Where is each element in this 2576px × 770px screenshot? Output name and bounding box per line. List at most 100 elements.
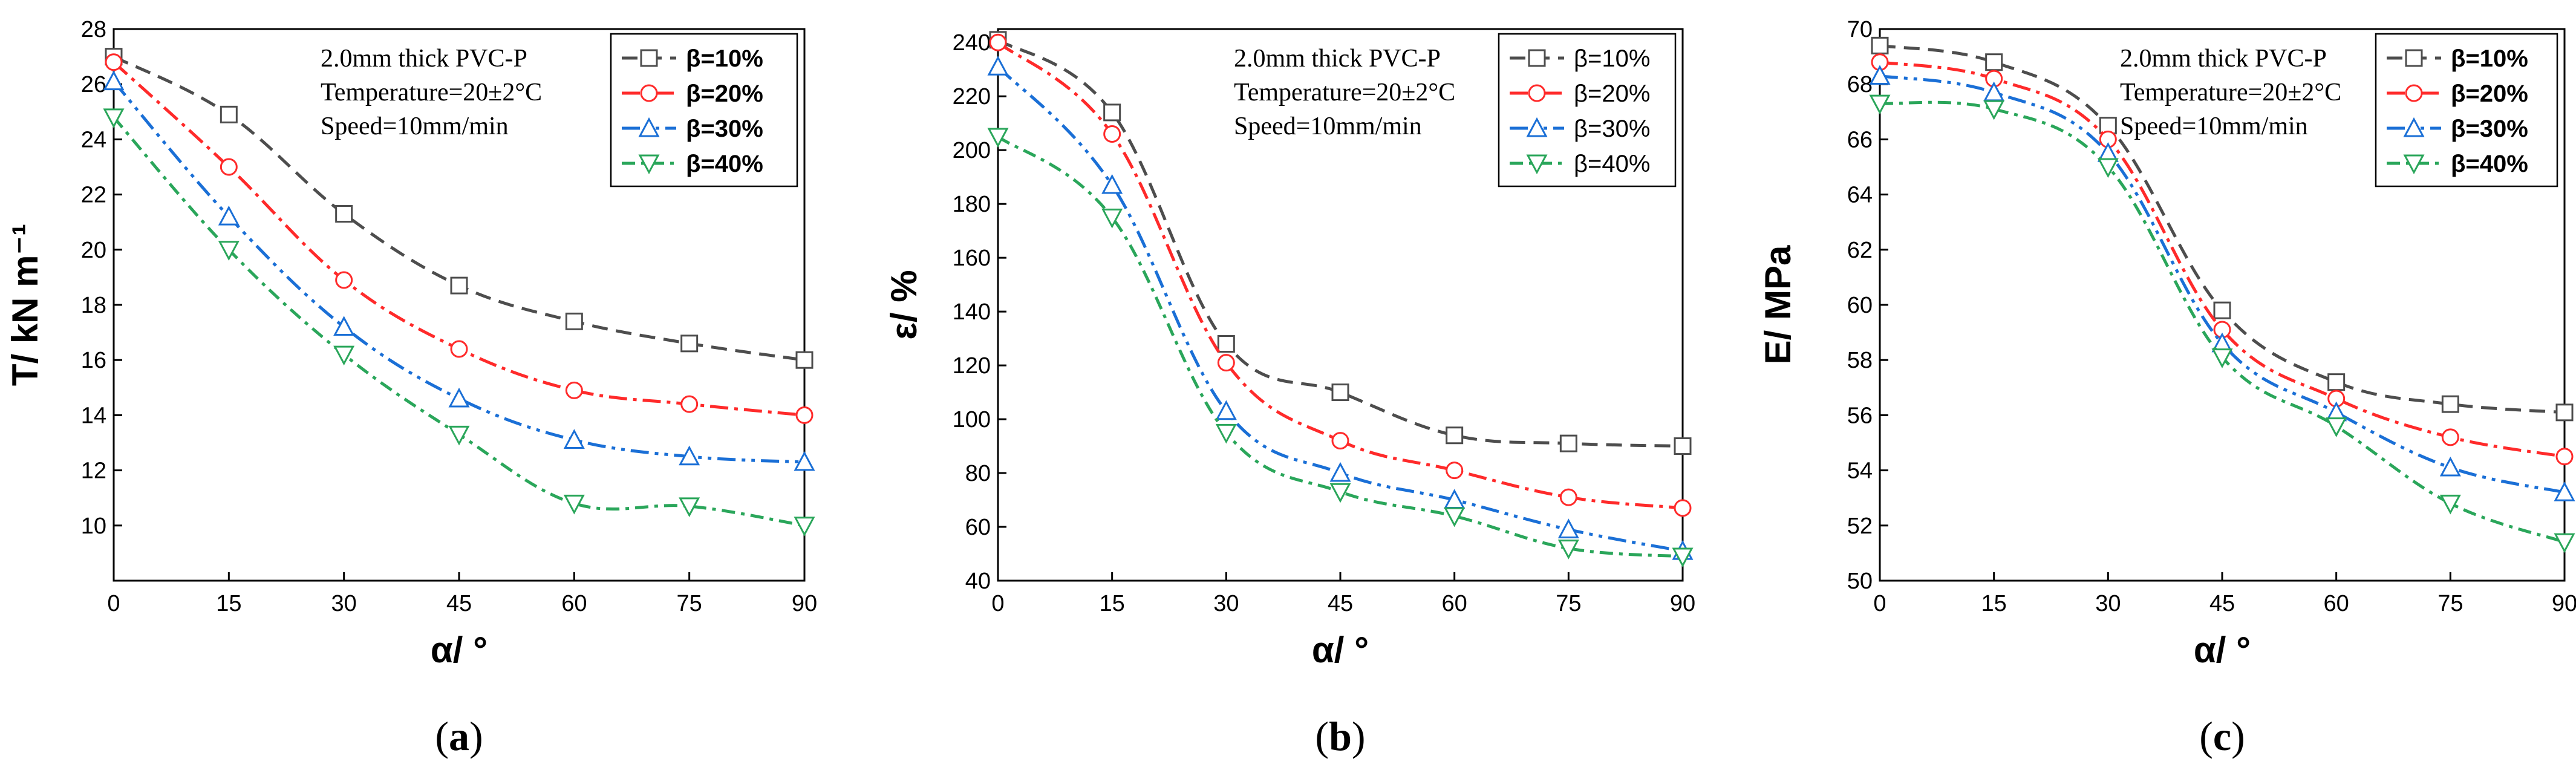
- legend-swatch-marker: [2405, 84, 2423, 102]
- data-point: [2211, 348, 2233, 368]
- annotation-text: Speed=10mm/min: [2120, 113, 2308, 140]
- y-tick-label: 26: [81, 72, 106, 97]
- data-point: [220, 158, 238, 176]
- series-3: [103, 70, 815, 471]
- series-line: [997, 135, 1683, 558]
- panel-label-open: (: [435, 713, 449, 759]
- data-point: [2441, 428, 2459, 446]
- y-tick-label: 24: [81, 127, 106, 152]
- y-tick-label: 140: [953, 299, 991, 325]
- y-tick-label: 70: [1847, 17, 1873, 42]
- legend: β=10% β=20% β=30% β=40%: [610, 33, 798, 188]
- legend-swatch-marker: [1528, 84, 1546, 102]
- x-tick-label: 15: [1100, 591, 1125, 616]
- y-tick-label: 200: [953, 138, 991, 163]
- legend-label: β=10%: [686, 45, 763, 72]
- data-point: [679, 497, 700, 518]
- data-point: [1983, 81, 2005, 102]
- series-1: [105, 48, 814, 369]
- legend-label: β=40%: [686, 151, 763, 177]
- data-point: [218, 205, 240, 226]
- series-4: [1869, 94, 2575, 553]
- data-point: [1331, 432, 1349, 450]
- data-point: [563, 429, 585, 449]
- data-point: [105, 53, 123, 71]
- x-tick-label: 45: [446, 591, 472, 616]
- y-tick-label: 100: [953, 407, 991, 432]
- data-point: [795, 406, 814, 424]
- data-point: [2439, 494, 2461, 515]
- annotation-text: Temperature=20±2°C: [1234, 79, 1455, 106]
- series-4: [987, 128, 1694, 568]
- data-point: [450, 276, 468, 295]
- data-point: [335, 271, 353, 289]
- series-2: [105, 53, 814, 424]
- data-point: [794, 517, 815, 537]
- series-2: [1871, 53, 2574, 466]
- data-point: [1217, 335, 1235, 353]
- panel-label-letter: c: [2213, 713, 2231, 759]
- annotation-text: Temperature=20±2°C: [321, 79, 542, 106]
- x-axis-label: α/ °: [431, 630, 487, 670]
- legend-label: β=20%: [686, 80, 763, 107]
- panel-label: (b): [1315, 713, 1365, 759]
- y-axis-label: ε/ %: [884, 270, 924, 339]
- y-tick-label: 120: [953, 353, 991, 379]
- data-point: [448, 387, 470, 408]
- data-point: [333, 345, 355, 366]
- y-tick-label: 52: [1847, 514, 1873, 539]
- legend-swatch-marker: [2403, 154, 2425, 175]
- data-point: [680, 395, 699, 413]
- y-tick-label: 60: [1847, 293, 1873, 318]
- data-point: [2326, 417, 2347, 437]
- data-point: [2554, 481, 2575, 501]
- panel-label-open: (: [1315, 713, 1329, 759]
- data-point: [1557, 518, 1579, 538]
- annotation-text: 2.0mm thick PVC-P: [2120, 45, 2327, 73]
- y-tick-label: 160: [953, 246, 991, 271]
- x-tick-label: 60: [2324, 591, 2349, 616]
- x-tick-label: 30: [2095, 591, 2121, 616]
- legend: β=10% β=20% β=30% β=40%: [2375, 33, 2558, 188]
- data-point: [2555, 403, 2574, 422]
- y-tick-label: 40: [965, 569, 991, 594]
- legend: β=10% β=20% β=30% β=40%: [1498, 33, 1677, 188]
- data-point: [989, 33, 1007, 51]
- y-tick-label: 22: [81, 183, 106, 208]
- data-point: [448, 425, 470, 446]
- annotation-text: Speed=10mm/min: [321, 113, 509, 140]
- data-point: [679, 445, 700, 466]
- y-tick-label: 220: [953, 84, 991, 109]
- legend-swatch-marker: [640, 84, 658, 102]
- panel-label-open: (: [2199, 713, 2213, 759]
- x-tick-label: 90: [792, 591, 817, 616]
- data-point: [1101, 174, 1123, 194]
- x-tick-label: 90: [2552, 591, 2576, 616]
- y-tick-label: 66: [1847, 127, 1873, 152]
- data-point: [987, 56, 1009, 76]
- legend-swatch-marker: [2403, 117, 2425, 137]
- legend-label: β=30%: [2451, 116, 2528, 142]
- data-point: [1103, 103, 1121, 122]
- annotation-text: 2.0mm thick PVC-P: [1234, 45, 1441, 73]
- data-point: [1103, 125, 1121, 143]
- data-point: [103, 108, 125, 129]
- legend-swatch-marker: [1526, 154, 1548, 175]
- legend-label: β=40%: [2451, 151, 2528, 177]
- legend-swatch-marker: [1526, 117, 1548, 137]
- data-point: [2097, 158, 2119, 178]
- panel-label-close: ): [1352, 713, 1366, 759]
- y-tick-label: 62: [1847, 238, 1873, 263]
- series-2: [989, 33, 1692, 517]
- data-point: [1869, 65, 1891, 85]
- y-tick-label: 18: [81, 293, 106, 318]
- series-4: [103, 108, 815, 537]
- y-tick-label: 64: [1847, 183, 1873, 208]
- data-point: [1674, 499, 1692, 517]
- data-point: [795, 351, 814, 369]
- data-point: [218, 241, 240, 261]
- x-tick-label: 15: [216, 591, 241, 616]
- y-tick-label: 14: [81, 403, 106, 428]
- legend-label: β=40%: [1574, 151, 1650, 177]
- y-axis-label: E/ MPa: [1758, 245, 1798, 364]
